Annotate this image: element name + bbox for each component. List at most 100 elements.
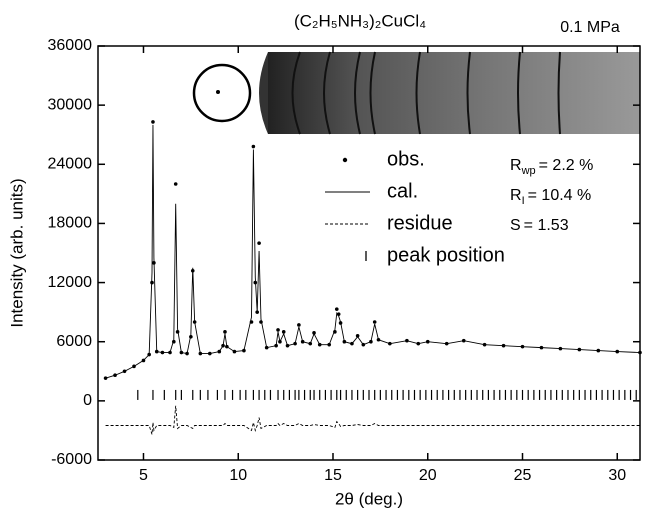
- y-axis-label: Intensity (arb. units): [7, 178, 26, 327]
- x-tick-label: 15: [324, 467, 342, 484]
- obs-point: [175, 330, 180, 334]
- obs-point: [141, 358, 146, 363]
- obs-point: [103, 376, 108, 380]
- obs-point: [276, 328, 280, 332]
- obs-point: [274, 343, 278, 348]
- obs-point: [278, 339, 282, 344]
- obs-point: [405, 338, 409, 343]
- obs-point: [461, 338, 466, 343]
- obs-point: [122, 369, 127, 374]
- obs-point: [242, 348, 246, 353]
- annotation-subscript: wp: [521, 165, 536, 177]
- obs-point: [539, 345, 544, 350]
- obs-point: [251, 144, 256, 149]
- obs-point: [312, 331, 316, 335]
- obs-point: [208, 351, 212, 356]
- legend-label: cal.: [387, 180, 418, 202]
- obs-point: [168, 350, 172, 355]
- obs-point: [221, 343, 225, 348]
- obs-point: [317, 342, 322, 347]
- obs-point: [444, 341, 449, 346]
- y-tick-label: 36000: [48, 37, 93, 54]
- obs-point: [376, 337, 381, 342]
- obs-point: [416, 341, 421, 346]
- obs-point: [558, 346, 563, 351]
- annotation-subscript: I: [522, 195, 525, 207]
- obs-point: [361, 342, 366, 347]
- obs-point: [334, 307, 339, 311]
- obs-point: [179, 350, 184, 355]
- obs-point: [596, 348, 601, 353]
- chart-subtitle: 0.1 MPa: [560, 19, 620, 36]
- obs-point: [232, 349, 237, 354]
- obs-point: [253, 280, 258, 285]
- annotation-text: = 2.2 %: [539, 157, 594, 174]
- y-tick-label: 24000: [48, 156, 93, 173]
- obs-point: [189, 334, 193, 339]
- y-tick-label: 12000: [48, 274, 93, 291]
- x-tick-label: 5: [139, 467, 148, 484]
- obs-point: [259, 320, 263, 324]
- diffraction-image: [192, 51, 640, 135]
- plot-frame: [97, 45, 641, 461]
- obs-point: [249, 320, 254, 324]
- x-tick-label: 25: [514, 467, 532, 484]
- obs-point: [281, 330, 286, 334]
- obs-point: [113, 373, 117, 378]
- y-tick-label: 18000: [48, 215, 93, 232]
- annotation-symbol: S: [510, 217, 521, 234]
- annotation-text: = 1.53: [524, 217, 569, 234]
- obs-point: [297, 323, 301, 327]
- obs-point: [333, 330, 337, 334]
- obs-point: [154, 349, 159, 354]
- x-tick-label: 10: [229, 467, 247, 484]
- y-tick-label: 6000: [56, 333, 92, 350]
- annotation-symbol: R: [510, 187, 522, 204]
- obs-point: [198, 351, 203, 356]
- obs-point: [372, 320, 377, 324]
- obs-point: [482, 342, 487, 347]
- obs-point: [308, 341, 313, 346]
- obs-point: [293, 341, 297, 346]
- obs-point: [151, 120, 155, 124]
- obs-point: [300, 339, 305, 344]
- residue-line: [105, 405, 640, 435]
- annotation: Rwp = 2.2 %: [510, 157, 593, 177]
- annotation: S = 1.53: [510, 217, 569, 234]
- obs-point: [577, 347, 582, 352]
- obs-point: [132, 364, 136, 369]
- obs-point: [147, 352, 151, 357]
- y-tick-label: -6000: [51, 451, 92, 468]
- y-tick-label: 0: [83, 392, 92, 409]
- obs-point: [185, 351, 189, 356]
- obs-point: [225, 344, 229, 349]
- obs-point: [327, 342, 332, 347]
- obs-point: [342, 339, 347, 344]
- legend-symbol: [342, 157, 348, 163]
- annotation-symbol: R: [510, 157, 522, 174]
- obs-point: [255, 310, 259, 314]
- obs-point: [285, 343, 290, 348]
- obs-point: [501, 343, 506, 348]
- obs-point: [152, 261, 156, 265]
- obs-point: [172, 339, 176, 344]
- obs-point: [192, 320, 197, 324]
- obs-point: [173, 182, 178, 186]
- chart-title: (C₂H₅NH₃)₂CuCl₄: [294, 11, 426, 30]
- obs-point: [338, 321, 343, 325]
- legend-label: peak position: [387, 244, 505, 266]
- legend-label: obs.: [387, 148, 425, 170]
- obs-point: [425, 339, 430, 344]
- obs-point: [336, 312, 341, 316]
- obs-point: [355, 334, 360, 338]
- y-tick-label: 30000: [48, 96, 93, 113]
- obs-point: [160, 350, 165, 355]
- x-tick-label: 20: [419, 467, 437, 484]
- obs-point: [520, 344, 525, 349]
- legend-label: residue: [387, 212, 453, 234]
- obs-point: [388, 341, 392, 346]
- annotation-text: = 10.4 %: [528, 187, 592, 204]
- x-axis-label: 2θ (deg.): [335, 489, 403, 508]
- obs-point: [264, 345, 269, 350]
